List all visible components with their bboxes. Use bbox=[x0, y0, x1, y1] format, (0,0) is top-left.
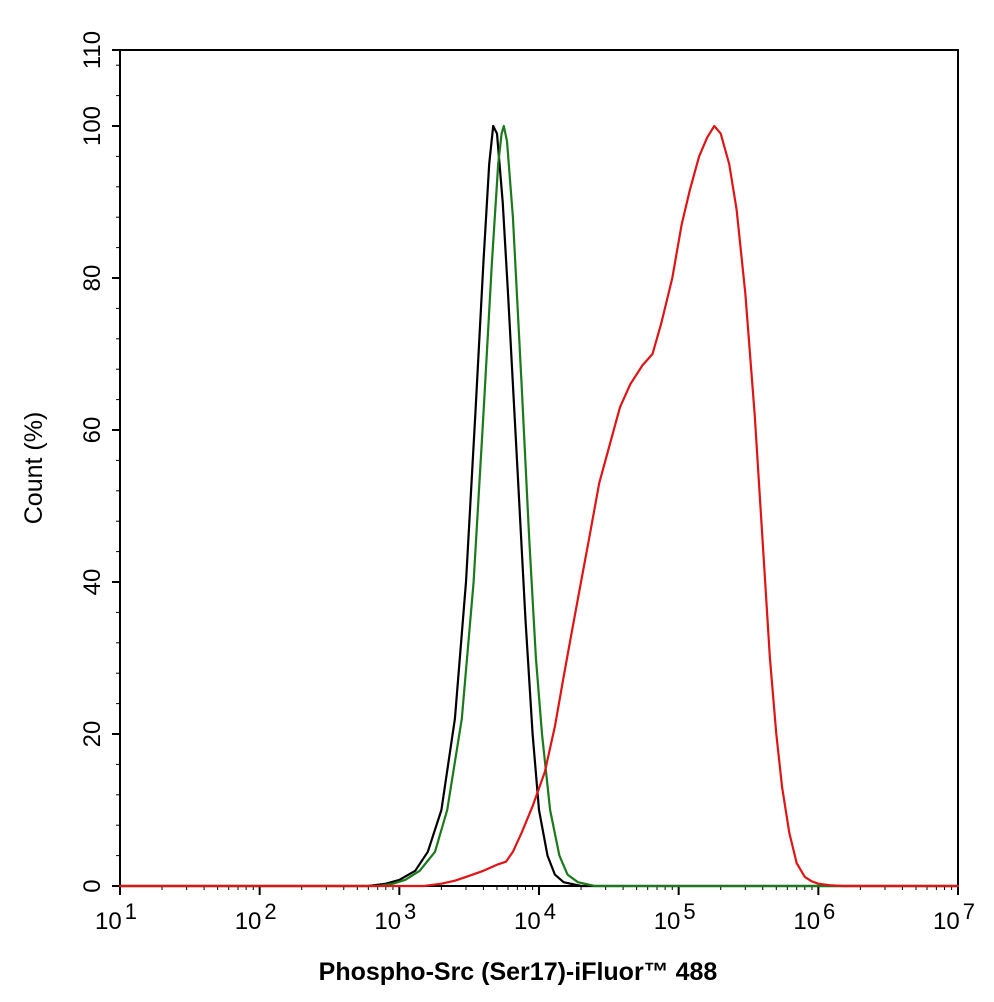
y-tick-label: 40 bbox=[79, 569, 106, 596]
series-line-2 bbox=[118, 124, 960, 888]
y-tick-label: 110 bbox=[79, 31, 106, 69]
series-line-1 bbox=[118, 124, 960, 888]
series-layer bbox=[118, 124, 960, 888]
x-tick-label: 10 1 bbox=[95, 899, 137, 935]
x-axis-ticks: 10 1 10 2 10 3 10 4 10 5 10 6 10 7 bbox=[95, 886, 975, 935]
x-tick-label: 10 4 bbox=[514, 899, 556, 935]
y-axis-ticks: 0 20 40 60 80 100 110 bbox=[79, 31, 120, 893]
y-tick-label: 60 bbox=[79, 417, 106, 444]
y-tick-label: 100 bbox=[79, 106, 106, 146]
x-tick-label: 10 5 bbox=[654, 899, 696, 935]
y-axis-title: Count (%) bbox=[20, 412, 48, 525]
y-tick-label: 20 bbox=[79, 721, 106, 748]
x-axis-title: Phospho-Src (Ser17)-iFluor™ 488 bbox=[319, 958, 718, 986]
x-tick-label: 10 6 bbox=[793, 899, 835, 935]
y-tick-label: 0 bbox=[79, 879, 106, 892]
x-tick-label: 10 3 bbox=[374, 899, 416, 935]
plot-area bbox=[119, 49, 959, 887]
y-tick-label: 80 bbox=[79, 265, 106, 292]
series-line-3 bbox=[118, 124, 960, 888]
x-tick-label: 10 7 bbox=[933, 899, 975, 935]
x-tick-label: 10 2 bbox=[235, 899, 277, 935]
